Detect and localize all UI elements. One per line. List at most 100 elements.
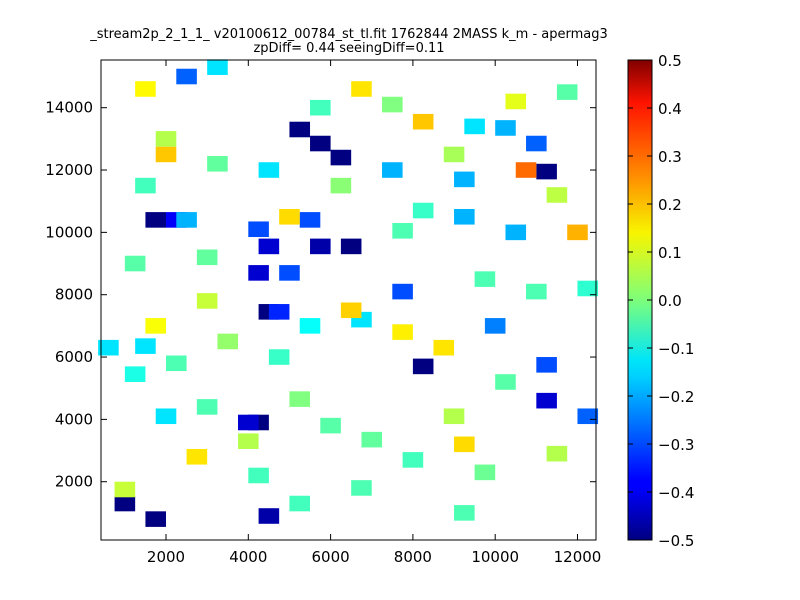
- heatmap-cell: [310, 99, 331, 116]
- heatmap-cells: [98, 59, 599, 527]
- heatmap-cell: [186, 448, 208, 465]
- heatmap-cell: [567, 224, 588, 241]
- colorbar: 0.5 0.4 0.3 0.2 0.1 0.0 −0.1 −0.2 −0.3 −0.4 −0.5: [627, 52, 694, 550]
- colorbar-tick-label: −0.4: [658, 484, 694, 502]
- heatmap-cell: [495, 120, 516, 136]
- heatmap-cell: [176, 212, 197, 228]
- colorbar-tick-label: −0.1: [658, 340, 694, 358]
- heatmap-cell: [392, 223, 413, 239]
- heatmap-cell: [454, 171, 475, 188]
- heatmap-cell: [248, 467, 269, 484]
- heatmap-cell: [474, 464, 496, 481]
- colorbar-tick-label: 0.3: [658, 148, 682, 166]
- colorbar-tick-label: −0.2: [658, 388, 694, 406]
- heatmap-cell: [155, 131, 177, 147]
- heatmap-cell: [464, 118, 485, 135]
- heatmap-cell: [238, 414, 259, 431]
- heatmap-cell: [207, 156, 228, 172]
- heatmap-cell: [289, 391, 311, 407]
- heatmap-cell: [289, 495, 311, 512]
- heatmap-cell: [546, 187, 568, 203]
- heatmap-cell: [217, 333, 239, 350]
- heatmap-cell: [443, 408, 465, 425]
- heatmap-cell: [196, 249, 218, 266]
- heatmap-cell: [402, 452, 424, 468]
- heatmap-cell: [196, 293, 218, 309]
- heatmap-cell: [145, 511, 167, 527]
- heatmap-cell: [135, 81, 156, 97]
- heatmap-cell: [392, 283, 413, 300]
- heatmap-cell: [526, 283, 547, 300]
- plot-frame: [100, 59, 597, 541]
- y-tick-label: 6000: [55, 348, 93, 366]
- y-tick-label: 8000: [55, 286, 93, 304]
- x-tick-label: 10000: [471, 548, 519, 566]
- colorbar-tick-label: 0.2: [658, 196, 682, 214]
- heatmap-cell: [454, 208, 475, 225]
- heatmap-cell: [515, 162, 537, 178]
- heatmap-cell: [135, 177, 156, 194]
- colorbar-tick-label: 0.1: [658, 244, 682, 262]
- y-tick-label: 2000: [55, 473, 93, 491]
- heatmap-cell: [495, 374, 516, 390]
- x-tick-label: 2000: [147, 548, 185, 566]
- heatmap-cell: [505, 93, 527, 110]
- heatmap-cell: [351, 480, 372, 496]
- heatmap-cell: [98, 339, 119, 356]
- heatmap-cell: [340, 302, 362, 319]
- heatmap-cell: [330, 149, 352, 166]
- heatmap-cell: [289, 121, 311, 138]
- heatmap-cell: [310, 238, 331, 255]
- heatmap-cell: [135, 338, 156, 354]
- heatmap-cell: [176, 68, 197, 85]
- y-tick-label: 4000: [55, 410, 93, 428]
- heatmap-cell: [546, 445, 568, 462]
- y-tick-label: 10000: [45, 223, 93, 241]
- heatmap-cell: [577, 280, 599, 297]
- heatmap-cell: [196, 399, 218, 415]
- heatmap-cell: [382, 96, 403, 113]
- heatmap-cell: [279, 265, 300, 281]
- heatmap-cell: [412, 113, 434, 130]
- heatmap-cell: [454, 436, 475, 453]
- heatmap-cell: [361, 431, 383, 448]
- heatmap-cell: [412, 358, 434, 375]
- colorbar-tick-label: 0.0: [658, 292, 682, 310]
- heatmap-cell: [320, 417, 341, 434]
- x-axis: 2000 4000 6000 8000 10000 12000: [147, 60, 601, 566]
- heatmap-cell: [351, 81, 372, 97]
- heatmap-cell: [392, 324, 413, 340]
- plot-area: 2000 4000 6000 8000 10000 12000 2000 4000 6000 8…: [45, 59, 601, 566]
- plot-background: [101, 60, 596, 540]
- heatmap-cell: [258, 238, 280, 255]
- heatmap-cell: [124, 255, 146, 272]
- heatmap-cell: [556, 84, 578, 100]
- heatmap-cell: [526, 135, 547, 152]
- heatmap-cell: [536, 163, 557, 180]
- heatmap-cell: [454, 505, 475, 521]
- y-axis: 2000 4000 6000 8000 10000 12000 14000: [45, 99, 596, 491]
- colorbar-tick-label: −0.5: [658, 532, 694, 550]
- heatmap-cell: [536, 357, 557, 373]
- heatmap-cell: [310, 135, 331, 152]
- colorbar-tick-label: 0.5: [658, 52, 682, 70]
- y-tick-label: 12000: [45, 161, 93, 179]
- heatmap-cell: [114, 481, 136, 498]
- heatmap-cell: [155, 408, 177, 425]
- heatmap-cell: [258, 162, 280, 178]
- heatmap-cell: [474, 271, 496, 287]
- heatmap-cell: [382, 162, 403, 178]
- heatmap-cell: [279, 208, 300, 225]
- heatmap-cell: [238, 433, 259, 449]
- heatmap-cell: [124, 366, 146, 382]
- heatmap-cell: [145, 212, 167, 228]
- heatmap-cell: [248, 265, 269, 281]
- heatmap-cell: [340, 238, 362, 255]
- heatmap-cell: [433, 339, 455, 356]
- heatmap-cell: [155, 146, 177, 163]
- x-tick-label: 6000: [312, 548, 350, 566]
- heatmap-cell: [330, 177, 352, 194]
- heatmap-cell: [258, 508, 280, 524]
- heatmap-cell: [299, 318, 321, 334]
